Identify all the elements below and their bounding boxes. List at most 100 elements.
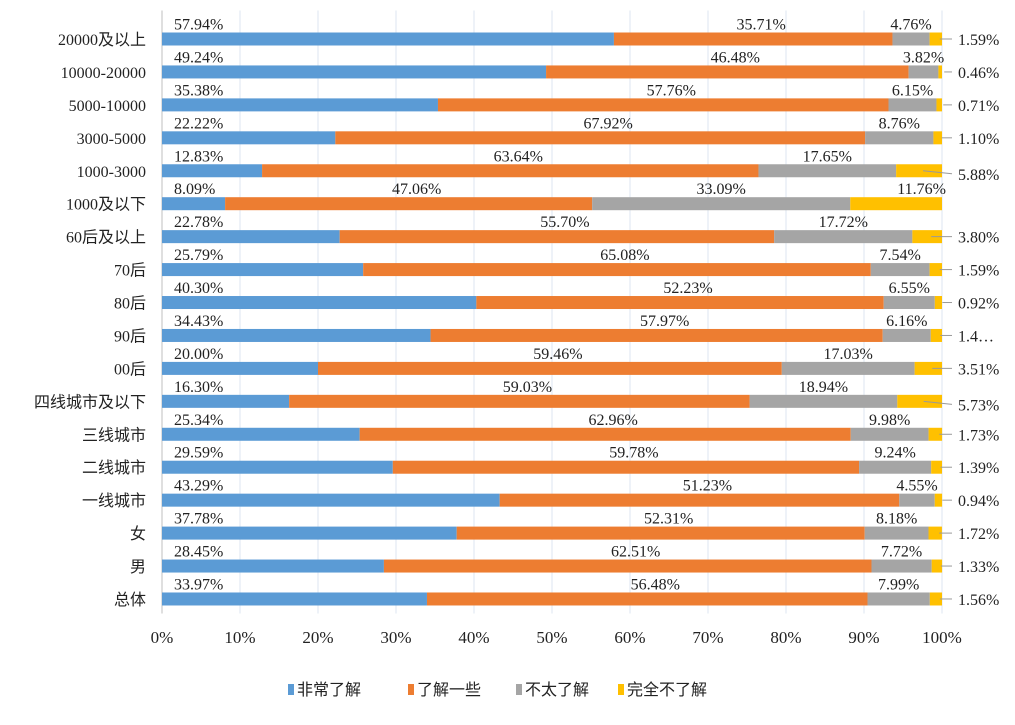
data-label: 20.00% bbox=[174, 346, 223, 363]
bar-segment bbox=[339, 230, 775, 244]
data-label: 35.71% bbox=[737, 17, 786, 34]
bar-segment bbox=[929, 592, 942, 606]
category-label: 1000-3000 bbox=[77, 164, 146, 181]
data-label: 5.73% bbox=[958, 397, 999, 414]
bar-segment bbox=[781, 361, 915, 375]
bar-segment bbox=[859, 460, 932, 474]
bar-segment bbox=[162, 559, 384, 573]
bar-segment bbox=[865, 131, 934, 145]
data-label: 35.38% bbox=[174, 82, 223, 99]
data-label: 34.43% bbox=[174, 313, 223, 330]
bar-segment bbox=[318, 361, 782, 375]
bar-segment bbox=[870, 263, 930, 277]
bar-segment bbox=[162, 98, 438, 112]
data-label: 16.30% bbox=[174, 379, 223, 396]
legend-label: 完全不了解 bbox=[627, 681, 707, 699]
bar-segment bbox=[864, 526, 929, 540]
bar-segment bbox=[908, 65, 939, 79]
data-label: 9.24% bbox=[874, 445, 915, 462]
bar-segment bbox=[774, 230, 913, 244]
category-label: 男 bbox=[130, 559, 146, 576]
leader-line bbox=[923, 400, 953, 405]
category-label: 5000-10000 bbox=[69, 98, 146, 115]
bar-segment bbox=[392, 460, 860, 474]
bar-segment bbox=[162, 592, 427, 606]
data-label: 4.55% bbox=[896, 478, 937, 495]
data-label: 59.78% bbox=[609, 445, 658, 462]
data-label: 6.16% bbox=[886, 313, 927, 330]
data-label: 1.33% bbox=[958, 559, 999, 576]
bars bbox=[162, 32, 943, 606]
category-label: 1000及以下 bbox=[66, 197, 146, 214]
x-tick-label: 20% bbox=[302, 628, 333, 647]
data-label: 49.24% bbox=[174, 49, 223, 66]
data-label: 40.30% bbox=[174, 280, 223, 297]
bar-segment bbox=[162, 65, 547, 79]
bar-segment bbox=[758, 164, 897, 178]
bar-segment bbox=[359, 427, 851, 441]
bar-segment bbox=[162, 328, 431, 342]
bar-segment bbox=[162, 394, 290, 408]
bar-segment bbox=[383, 559, 872, 573]
data-label: 33.97% bbox=[174, 576, 223, 593]
data-label: 65.08% bbox=[600, 247, 649, 264]
category-labels: 20000及以上 10000-20000 5000-10000 3000-5000 10… bbox=[34, 31, 146, 609]
data-label: 67.92% bbox=[584, 115, 633, 132]
bar-segment bbox=[850, 427, 929, 441]
bar-segment bbox=[892, 32, 930, 46]
x-tick-label: 70% bbox=[692, 628, 723, 647]
bar-segment bbox=[546, 65, 909, 79]
data-label: 6.15% bbox=[892, 82, 933, 99]
bar-segment bbox=[928, 427, 943, 441]
data-label: 59.46% bbox=[533, 346, 582, 363]
x-tick-label: 60% bbox=[614, 628, 645, 647]
data-label: 1.59% bbox=[958, 32, 999, 49]
data-label: 12.83% bbox=[174, 148, 223, 165]
category-label: 60后及以上 bbox=[66, 229, 146, 247]
data-label: 9.98% bbox=[869, 412, 910, 429]
data-label: 7.54% bbox=[880, 247, 921, 264]
data-label: 33.09% bbox=[697, 181, 746, 198]
bar-segment bbox=[162, 296, 477, 310]
legend-swatch bbox=[408, 684, 414, 695]
bar-segment bbox=[437, 98, 889, 112]
bar-segment bbox=[897, 394, 942, 408]
data-label: 63.64% bbox=[494, 148, 543, 165]
data-label: 5.88% bbox=[958, 167, 999, 184]
bar-segment bbox=[871, 559, 932, 573]
data-label: 4.76% bbox=[890, 17, 931, 34]
data-label: 0.92% bbox=[958, 296, 999, 313]
data-label: 3.82% bbox=[903, 49, 944, 66]
bar-segment bbox=[931, 559, 943, 573]
bar-segment bbox=[476, 296, 884, 310]
category-label: 女 bbox=[130, 524, 146, 543]
data-label: 1.72% bbox=[958, 526, 999, 543]
legend-label: 非常了解 bbox=[297, 681, 361, 699]
data-label: 56.48% bbox=[631, 576, 680, 593]
data-label: 52.23% bbox=[663, 280, 712, 297]
data-label: 22.22% bbox=[174, 115, 223, 132]
category-label: 00后 bbox=[114, 360, 146, 378]
data-labels: 57.94% 35.71% 4.76% 1.59% 49.24% 46.48% 3.82% 0… bbox=[174, 17, 999, 609]
data-label: 22.78% bbox=[174, 214, 223, 231]
bar-segment bbox=[162, 131, 336, 145]
bar-segment bbox=[938, 65, 942, 79]
category-label: 90后 bbox=[114, 327, 146, 345]
bar-segment bbox=[928, 526, 942, 540]
x-tick-label: 30% bbox=[380, 628, 411, 647]
bar-segment bbox=[162, 230, 340, 244]
data-label: 1.39% bbox=[958, 460, 999, 477]
category-label: 80后 bbox=[114, 295, 146, 313]
bar-segment bbox=[749, 394, 898, 408]
bar-segment bbox=[162, 263, 364, 277]
x-axis-ticks: 0% 10% 20% 30% 40% 50% 60% 70% 80% 90% 100% bbox=[151, 628, 962, 647]
x-tick-label: 50% bbox=[536, 628, 567, 647]
bar-segment bbox=[899, 493, 935, 507]
data-label: 55.70% bbox=[540, 214, 589, 231]
category-label: 总体 bbox=[114, 591, 146, 609]
category-label: 一线城市 bbox=[82, 492, 146, 510]
category-label: 二线城市 bbox=[82, 459, 146, 477]
bar-segment bbox=[162, 460, 393, 474]
bar-segment bbox=[929, 263, 942, 277]
